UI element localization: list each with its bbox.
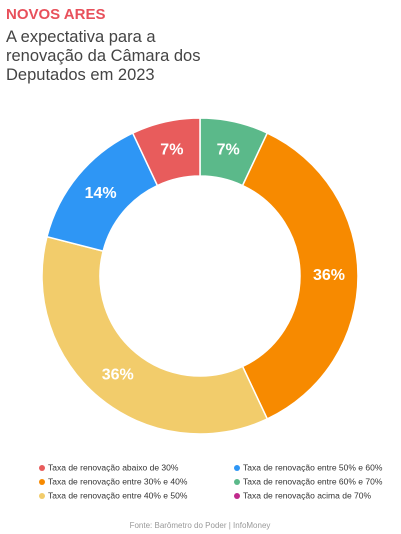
subtitle: A expectativa para a xyxy=(6,28,156,46)
legend-marker xyxy=(234,465,240,471)
data-label: 36% xyxy=(313,267,345,284)
legend-marker xyxy=(39,465,45,471)
donut-segment xyxy=(241,132,359,420)
legend-label: Taxa de renovação entre 30% e 40% xyxy=(48,476,188,486)
data-label: 7% xyxy=(217,141,240,158)
donut-segment xyxy=(131,117,201,187)
data-label: 7% xyxy=(160,141,183,158)
legend-marker xyxy=(234,479,240,485)
subtitle: renovação da Câmara dos xyxy=(6,47,200,65)
legend-label: Taxa de renovação abaixo de 30% xyxy=(48,462,179,472)
legend-marker xyxy=(39,493,45,499)
legend-label: Taxa de renovação entre 40% e 50% xyxy=(48,490,188,500)
chart-title: NOVOS ARES xyxy=(6,6,105,23)
subtitle: Deputados em 2023 xyxy=(6,66,155,84)
data-label: 14% xyxy=(85,185,117,202)
legend-marker xyxy=(234,493,240,499)
legend-label: Taxa de renovação acima de 70% xyxy=(243,490,371,500)
source: Fonte: Barômetro do Poder | InfoMoney xyxy=(130,521,271,530)
donut-segment xyxy=(41,235,269,435)
legend-label: Taxa de renovação entre 50% e 60% xyxy=(243,462,383,472)
legend-label: Taxa de renovação entre 60% e 70% xyxy=(243,476,383,486)
legend-marker xyxy=(39,479,45,485)
data-label: 36% xyxy=(102,367,134,384)
